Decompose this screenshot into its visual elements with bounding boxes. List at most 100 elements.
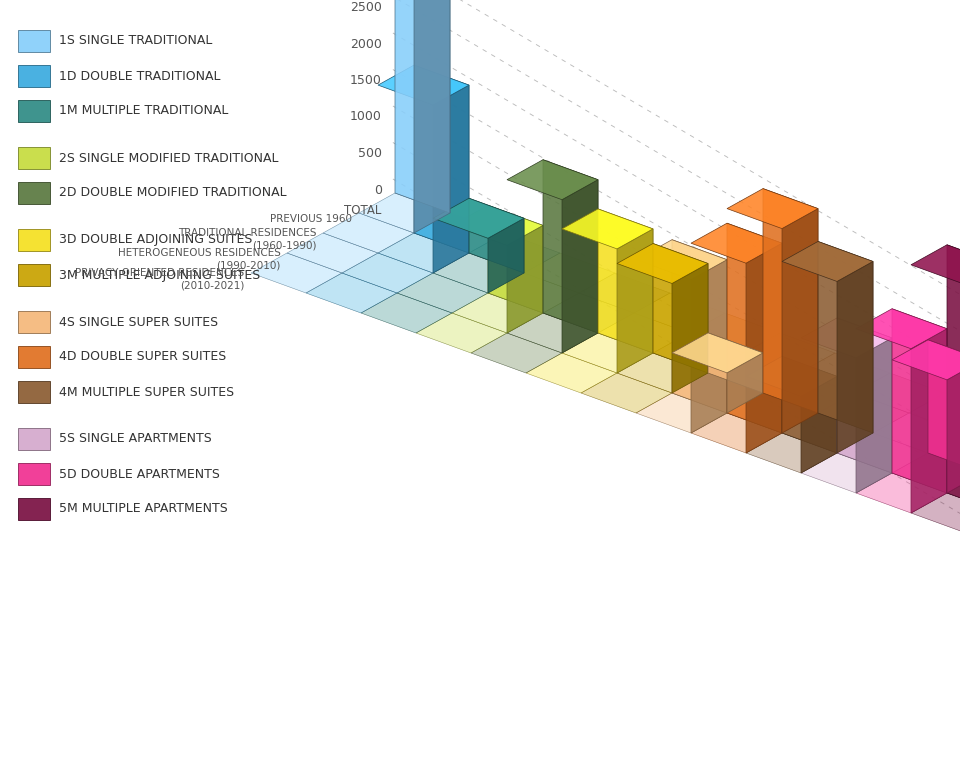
Polygon shape	[507, 226, 543, 333]
Bar	[18, 100, 50, 122]
Polygon shape	[691, 223, 782, 263]
Polygon shape	[727, 353, 763, 413]
Polygon shape	[378, 233, 469, 273]
Text: 4S SINGLE SUPER SUITES: 4S SINGLE SUPER SUITES	[59, 316, 218, 329]
Text: 0: 0	[373, 183, 382, 197]
Text: 2S SINGLE MODIFIED TRADITIONAL: 2S SINGLE MODIFIED TRADITIONAL	[59, 151, 278, 164]
Text: TOTAL: TOTAL	[345, 204, 382, 217]
Polygon shape	[488, 273, 579, 313]
Text: 4D DOUBLE SUPER SUITES: 4D DOUBLE SUPER SUITES	[59, 351, 227, 363]
Text: 1D DOUBLE TRADITIONAL: 1D DOUBLE TRADITIONAL	[59, 70, 221, 82]
Polygon shape	[636, 240, 727, 280]
Polygon shape	[873, 413, 960, 453]
Text: 5M MULTIPLE APARTMENTS: 5M MULTIPLE APARTMENTS	[59, 503, 228, 515]
Polygon shape	[744, 333, 835, 373]
Polygon shape	[488, 205, 543, 313]
Bar	[18, 30, 50, 52]
Polygon shape	[837, 433, 928, 473]
Polygon shape	[746, 244, 782, 453]
Bar	[18, 428, 50, 450]
Polygon shape	[856, 338, 892, 493]
Polygon shape	[598, 209, 653, 353]
Polygon shape	[856, 309, 947, 348]
Polygon shape	[746, 356, 837, 396]
Polygon shape	[691, 260, 727, 433]
Polygon shape	[636, 393, 727, 433]
Polygon shape	[672, 240, 727, 413]
Polygon shape	[727, 189, 818, 229]
Polygon shape	[672, 333, 763, 373]
Text: 1500: 1500	[349, 74, 382, 87]
Text: 2500: 2500	[349, 1, 382, 14]
Polygon shape	[672, 264, 708, 393]
Polygon shape	[562, 180, 598, 353]
Polygon shape	[672, 373, 763, 413]
Polygon shape	[801, 377, 837, 473]
Polygon shape	[746, 433, 837, 473]
Polygon shape	[359, 193, 450, 233]
Text: TRADITIONAL RESIDENCES
(1960-1990): TRADITIONAL RESIDENCES (1960-1990)	[178, 228, 317, 251]
Polygon shape	[947, 245, 960, 513]
Polygon shape	[395, 0, 450, 213]
Text: 2D DOUBLE MODIFIED TRADITIONAL: 2D DOUBLE MODIFIED TRADITIONAL	[59, 186, 287, 200]
Text: 3D DOUBLE ADJOINING SUITES: 3D DOUBLE ADJOINING SUITES	[59, 233, 252, 247]
Polygon shape	[634, 293, 725, 333]
Bar	[18, 381, 50, 403]
Polygon shape	[782, 356, 837, 453]
Polygon shape	[507, 160, 598, 200]
Polygon shape	[727, 223, 782, 433]
Polygon shape	[543, 160, 598, 333]
Polygon shape	[818, 393, 909, 433]
Bar	[18, 229, 50, 251]
Polygon shape	[763, 373, 854, 413]
Bar	[18, 346, 50, 368]
Polygon shape	[579, 273, 670, 313]
Polygon shape	[856, 473, 947, 513]
Polygon shape	[433, 85, 469, 273]
Polygon shape	[562, 333, 653, 373]
Polygon shape	[524, 253, 615, 293]
Polygon shape	[653, 333, 744, 373]
Bar	[18, 498, 50, 520]
Polygon shape	[892, 309, 947, 493]
Polygon shape	[378, 65, 469, 105]
Polygon shape	[909, 393, 960, 433]
Polygon shape	[947, 360, 960, 493]
Polygon shape	[947, 473, 960, 513]
Polygon shape	[452, 205, 543, 245]
Polygon shape	[782, 413, 873, 453]
Polygon shape	[306, 273, 397, 313]
Text: 4M MULTIPLE SUPER SUITES: 4M MULTIPLE SUPER SUITES	[59, 385, 234, 399]
Polygon shape	[397, 273, 488, 313]
Polygon shape	[653, 244, 708, 373]
Polygon shape	[727, 393, 818, 433]
Text: 1M MULTIPLE TRADITIONAL: 1M MULTIPLE TRADITIONAL	[59, 104, 228, 117]
Polygon shape	[507, 313, 598, 353]
Polygon shape	[361, 293, 452, 333]
Polygon shape	[414, 213, 505, 253]
Polygon shape	[837, 262, 873, 453]
Polygon shape	[452, 293, 543, 333]
Bar	[18, 65, 50, 87]
Bar	[18, 463, 50, 485]
Text: 1S SINGLE TRADITIONAL: 1S SINGLE TRADITIONAL	[59, 34, 212, 48]
Polygon shape	[763, 189, 818, 413]
Polygon shape	[342, 253, 433, 293]
Polygon shape	[488, 218, 524, 293]
Polygon shape	[801, 453, 892, 493]
Polygon shape	[414, 0, 450, 233]
Polygon shape	[617, 244, 708, 283]
Polygon shape	[708, 333, 763, 393]
Text: 5S SINGLE APARTMENTS: 5S SINGLE APARTMENTS	[59, 432, 212, 446]
Polygon shape	[469, 198, 524, 273]
Bar	[18, 264, 50, 286]
Bar	[18, 147, 50, 169]
Polygon shape	[617, 229, 653, 373]
Polygon shape	[414, 65, 469, 253]
Polygon shape	[928, 340, 960, 473]
Text: PREVIOUS 1960: PREVIOUS 1960	[271, 214, 352, 224]
Polygon shape	[782, 241, 873, 281]
Polygon shape	[799, 353, 890, 393]
Polygon shape	[433, 198, 524, 238]
Polygon shape	[782, 208, 818, 433]
